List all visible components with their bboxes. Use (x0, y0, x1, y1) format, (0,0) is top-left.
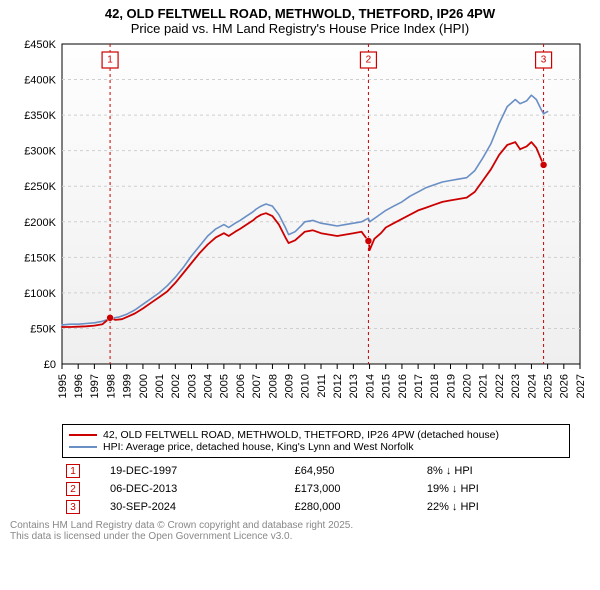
svg-text:2013: 2013 (348, 374, 360, 398)
sales-table: 1 19-DEC-1997£64,9508% ↓ HPI 2 06-DEC-2013£… (62, 462, 570, 516)
chart-area: £0 £50K £100K £150K £200K £250K £300K £350K £400… (0, 38, 600, 418)
chart-title-line2: Price paid vs. HM Land Registry's House … (10, 21, 590, 36)
svg-text:2014: 2014 (364, 374, 376, 398)
svg-text:1997: 1997 (89, 374, 101, 398)
svg-text:2000: 2000 (138, 374, 150, 398)
sale-marker-badge: 2 (66, 482, 80, 496)
table-row: 1 19-DEC-1997£64,9508% ↓ HPI (62, 462, 570, 480)
footer-line2: This data is licensed under the Open Gov… (10, 531, 590, 542)
svg-text:2011: 2011 (316, 374, 328, 398)
legend-swatch-hpi (69, 446, 97, 448)
svg-text:2007: 2007 (251, 374, 263, 398)
svg-text:£50K: £50K (30, 323, 56, 335)
footer-attribution: Contains HM Land Registry data © Crown c… (10, 520, 590, 542)
svg-text:2017: 2017 (413, 374, 425, 398)
svg-text:2021: 2021 (478, 374, 490, 398)
svg-text:2019: 2019 (445, 374, 457, 398)
svg-text:3: 3 (541, 55, 547, 66)
svg-text:£0: £0 (44, 359, 56, 371)
sale-date: 30-SEP-2024 (106, 498, 291, 516)
svg-text:2022: 2022 (494, 374, 506, 398)
svg-text:2016: 2016 (397, 374, 409, 398)
svg-text:£100K: £100K (24, 288, 56, 300)
svg-text:£300K: £300K (24, 146, 56, 158)
legend-swatch-price-paid (69, 434, 97, 436)
sale-price: £64,950 (291, 462, 423, 480)
svg-text:£400K: £400K (24, 75, 56, 87)
svg-text:1: 1 (107, 55, 113, 66)
sale-marker-badge: 3 (66, 500, 80, 514)
svg-text:2003: 2003 (186, 374, 198, 398)
chart-svg: £0 £50K £100K £150K £200K £250K £300K £350K £400… (0, 38, 600, 418)
table-row: 2 06-DEC-2013£173,00019% ↓ HPI (62, 480, 570, 498)
svg-text:£250K: £250K (24, 181, 56, 193)
footer-line1: Contains HM Land Registry data © Crown c… (10, 520, 590, 531)
svg-text:2002: 2002 (170, 374, 182, 398)
chart-title-block: 42, OLD FELTWELL ROAD, METHWOLD, THETFOR… (0, 0, 600, 38)
svg-text:2004: 2004 (203, 374, 215, 398)
svg-text:2015: 2015 (381, 374, 393, 398)
svg-text:£200K: £200K (24, 217, 56, 229)
svg-text:2012: 2012 (332, 374, 344, 398)
svg-text:1996: 1996 (73, 374, 85, 398)
legend-item-hpi: HPI: Average price, detached house, King… (69, 441, 563, 453)
svg-text:2018: 2018 (429, 374, 441, 398)
svg-text:£150K: £150K (24, 252, 56, 264)
sale-price: £173,000 (291, 480, 423, 498)
svg-text:2: 2 (366, 55, 372, 66)
sale-date: 06-DEC-2013 (106, 480, 291, 498)
sale-date: 19-DEC-1997 (106, 462, 291, 480)
legend-label-price-paid: 42, OLD FELTWELL ROAD, METHWOLD, THETFOR… (103, 429, 499, 441)
svg-text:2024: 2024 (526, 374, 538, 398)
sale-vs-hpi: 8% ↓ HPI (423, 462, 570, 480)
svg-text:£450K: £450K (24, 39, 56, 51)
svg-text:2006: 2006 (235, 374, 247, 398)
svg-text:2008: 2008 (267, 374, 279, 398)
chart-legend: 42, OLD FELTWELL ROAD, METHWOLD, THETFOR… (62, 424, 570, 458)
table-row: 3 30-SEP-2024£280,00022% ↓ HPI (62, 498, 570, 516)
legend-label-hpi: HPI: Average price, detached house, King… (103, 441, 414, 453)
sale-marker-badge: 1 (66, 464, 80, 478)
svg-text:1995: 1995 (57, 374, 69, 398)
svg-text:2025: 2025 (542, 374, 554, 398)
svg-text:1998: 1998 (105, 374, 117, 398)
svg-text:2026: 2026 (559, 374, 571, 398)
svg-text:2020: 2020 (462, 374, 474, 398)
chart-title-line1: 42, OLD FELTWELL ROAD, METHWOLD, THETFOR… (10, 6, 590, 21)
svg-text:2009: 2009 (283, 374, 295, 398)
svg-text:2005: 2005 (219, 374, 231, 398)
sale-vs-hpi: 19% ↓ HPI (423, 480, 570, 498)
svg-text:2010: 2010 (300, 374, 312, 398)
svg-text:£350K: £350K (24, 110, 56, 122)
svg-text:1999: 1999 (122, 374, 134, 398)
sale-price: £280,000 (291, 498, 423, 516)
svg-text:2023: 2023 (510, 374, 522, 398)
legend-item-price-paid: 42, OLD FELTWELL ROAD, METHWOLD, THETFOR… (69, 429, 563, 441)
svg-text:2001: 2001 (154, 374, 166, 398)
svg-text:2027: 2027 (575, 374, 587, 398)
sale-vs-hpi: 22% ↓ HPI (423, 498, 570, 516)
